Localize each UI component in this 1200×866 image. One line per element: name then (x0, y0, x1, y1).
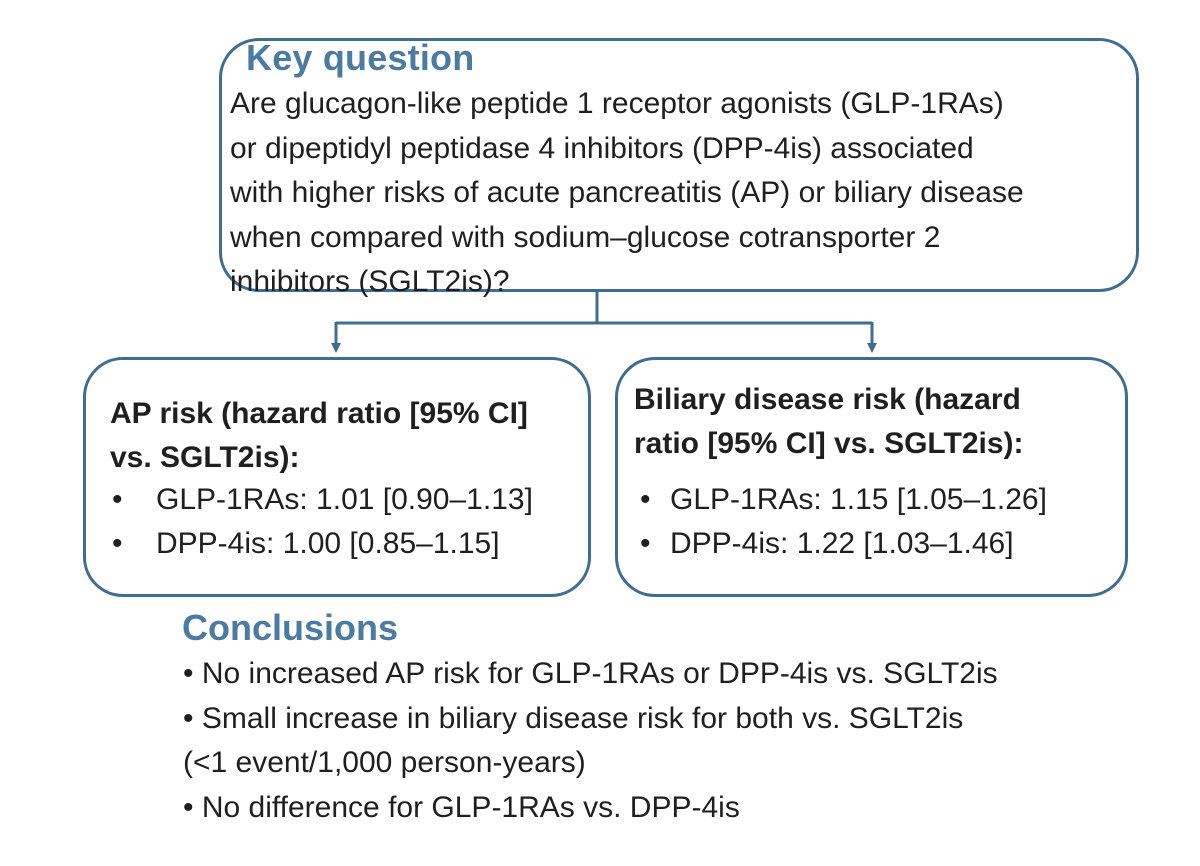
list-item: • DPP-4is: 1.22 [1.03–1.46] (640, 522, 1047, 566)
ap-risk-dpp4i: DPP-4is: 1.00 [0.85–1.15] (156, 527, 500, 560)
key-question-line: or dipeptidyl peptidase 4 inhibitors (DP… (230, 131, 974, 165)
key-question-line: with higher risks of acute pancreatitis … (230, 176, 1024, 209)
key-question-box (219, 38, 1139, 292)
ap-risk-heading-line: vs. SGLT2is): (110, 441, 300, 474)
bullet-icon: • (112, 483, 123, 516)
key-question-line: Are glucagon-like peptide 1 receptor ago… (230, 87, 1004, 120)
conclusion-line: • No increased AP risk for GLP-1RAs or D… (183, 657, 998, 690)
key-question-line: inhibitors (SGLT2is)? (230, 265, 510, 298)
bullet-icon: • (112, 527, 123, 560)
biliary-risk-heading-line: Biliary disease risk (hazard (634, 383, 1021, 416)
key-question-line: when compared with sodium–glucose cotran… (230, 220, 941, 254)
conclusion-line: • Small increase in biliary disease risk… (183, 701, 964, 735)
list-item: • DPP-4is: 1.00 [0.85–1.15] (112, 522, 533, 566)
conclusion-line: (<1 event/1,000 person-years) (183, 746, 586, 779)
bullet-icon: • (640, 483, 651, 516)
biliary-risk-dpp4i: DPP-4is: 1.22 [1.03–1.46] (670, 527, 1014, 560)
biliary-risk-glp1ra: GLP-1RAs: 1.15 [1.05–1.26] (670, 483, 1047, 516)
key-question-title: Key question (246, 37, 475, 78)
ap-risk-heading: AP risk (hazard ratio [95% CI] vs. SGLT2… (110, 392, 528, 480)
biliary-risk-list: • GLP-1RAs: 1.15 [1.05–1.26] • DPP-4is: 1.… (640, 478, 1047, 566)
list-item: • GLP-1RAs: 1.01 [0.90–1.13] (112, 478, 533, 522)
list-item: • GLP-1RAs: 1.15 [1.05–1.26] (640, 478, 1047, 522)
ap-risk-list: • GLP-1RAs: 1.01 [0.90–1.13] • DPP-4is: 1.… (112, 478, 533, 566)
key-question-text: Are glucagon-like peptide 1 receptor ago… (230, 82, 1135, 305)
biliary-risk-heading-line: ratio [95% CI] vs. SGLT2is): (634, 427, 1024, 460)
ap-risk-box (83, 357, 591, 597)
bullet-icon: • (640, 527, 651, 560)
biliary-risk-box (615, 357, 1128, 597)
conclusion-line: • No difference for GLP-1RAs vs. DPP-4is (183, 790, 740, 824)
ap-risk-glp1ra: GLP-1RAs: 1.01 [0.90–1.13] (156, 483, 533, 516)
conclusions-title: Conclusions (182, 607, 399, 648)
conclusions-list: • No increased AP risk for GLP-1RAs or D… (183, 652, 998, 830)
biliary-risk-heading: Biliary disease risk (hazard ratio [95% … (634, 378, 1024, 466)
ap-risk-heading-line: AP risk (hazard ratio [95% CI] (110, 397, 528, 430)
